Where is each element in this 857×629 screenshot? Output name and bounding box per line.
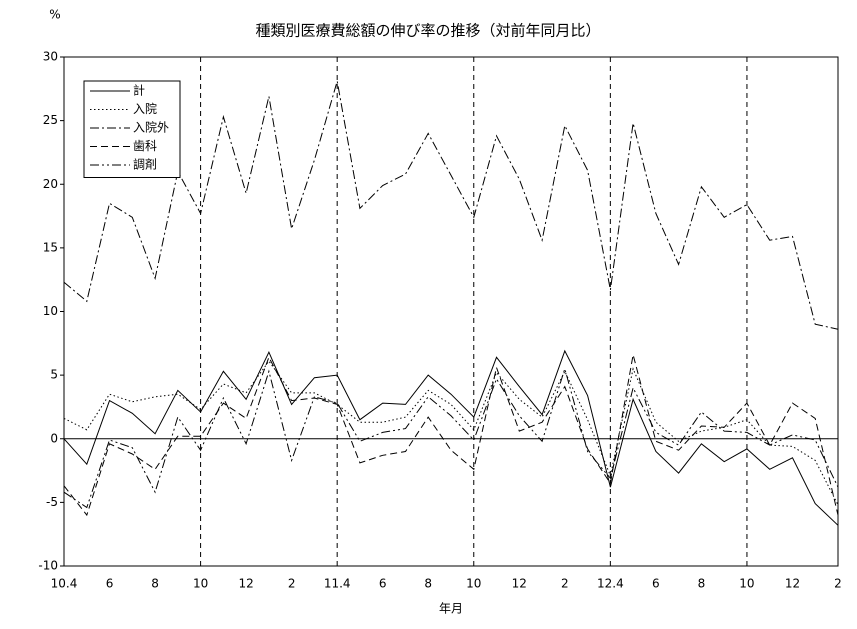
x-tick-label: 8 (151, 577, 159, 591)
x-tick-label: 10 (739, 577, 754, 591)
series-line (63, 349, 839, 526)
legend-label: 調剤 (133, 157, 157, 172)
legend-box (83, 80, 181, 178)
y-tick-label: 0 (50, 431, 58, 445)
x-tick-label: 6 (379, 577, 387, 591)
y-tick-label: 10 (43, 304, 58, 318)
x-tick-label: 10 (466, 577, 481, 591)
legend-label: 計 (133, 83, 145, 98)
x-tick-label: 11.4 (324, 577, 351, 591)
x-tick-label: 2 (288, 577, 296, 591)
y-unit: % (49, 8, 60, 22)
y-tick-label: 20 (43, 177, 58, 191)
x-axis-label: 年月 (439, 602, 463, 616)
x-tick-label: 2 (561, 577, 569, 591)
series-line (63, 354, 839, 517)
x-tick-label: 10 (193, 577, 208, 591)
series-line (63, 81, 839, 330)
legend-label: 入院外 (133, 121, 169, 135)
x-tick-label: 6 (652, 577, 660, 591)
x-tick-label: 8 (698, 577, 706, 591)
x-tick-label: 12.4 (597, 577, 624, 591)
x-tick-label: 12 (512, 577, 527, 591)
x-tick-label: 8 (424, 577, 432, 591)
y-tick-label: 5 (50, 368, 58, 382)
series-line (63, 360, 839, 506)
x-tick-label: 6 (106, 577, 114, 591)
legend-label: 歯科 (133, 139, 157, 153)
y-tick-label: 15 (43, 240, 58, 254)
y-tick-label: 25 (43, 113, 58, 127)
y-tick-label: -5 (46, 495, 58, 509)
series-line (63, 367, 839, 509)
x-tick-label: 12 (785, 577, 800, 591)
chart-title: 種類別医療費総額の伸び率の推移（対前年同月比） (255, 22, 600, 40)
x-tick-label: 10.4 (51, 577, 78, 591)
x-tick-label: 2 (834, 577, 842, 591)
legend-label: 入院 (133, 102, 157, 116)
y-tick-label: 30 (43, 50, 58, 64)
y-tick-label: -10 (38, 559, 58, 573)
x-tick-label: 12 (238, 577, 253, 591)
